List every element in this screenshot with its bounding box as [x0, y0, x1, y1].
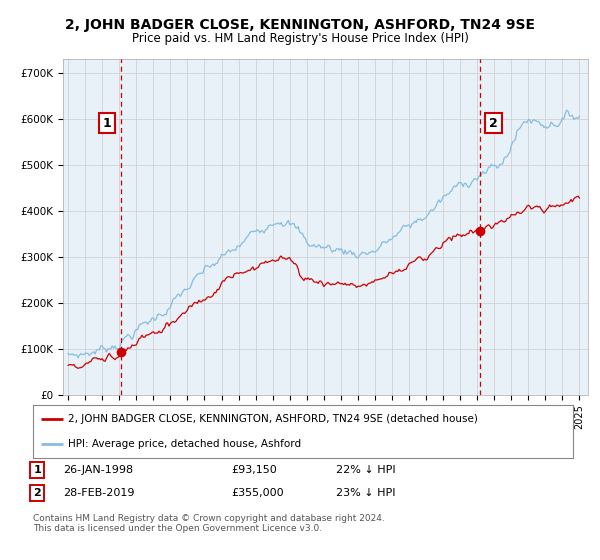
Text: 26-JAN-1998: 26-JAN-1998 [63, 465, 133, 475]
Text: 2: 2 [489, 116, 498, 130]
Text: Price paid vs. HM Land Registry's House Price Index (HPI): Price paid vs. HM Land Registry's House … [131, 32, 469, 45]
Text: £355,000: £355,000 [231, 488, 284, 498]
Text: 23% ↓ HPI: 23% ↓ HPI [336, 488, 395, 498]
Text: 1: 1 [103, 116, 112, 130]
Text: 22% ↓ HPI: 22% ↓ HPI [336, 465, 395, 475]
Text: 2, JOHN BADGER CLOSE, KENNINGTON, ASHFORD, TN24 9SE (detached house): 2, JOHN BADGER CLOSE, KENNINGTON, ASHFOR… [68, 414, 478, 424]
Text: 2: 2 [34, 488, 41, 498]
Text: 2, JOHN BADGER CLOSE, KENNINGTON, ASHFORD, TN24 9SE: 2, JOHN BADGER CLOSE, KENNINGTON, ASHFOR… [65, 18, 535, 32]
Text: 1: 1 [34, 465, 41, 475]
Text: HPI: Average price, detached house, Ashford: HPI: Average price, detached house, Ashf… [68, 438, 301, 449]
Text: 28-FEB-2019: 28-FEB-2019 [63, 488, 134, 498]
Text: £93,150: £93,150 [231, 465, 277, 475]
Text: Contains HM Land Registry data © Crown copyright and database right 2024.
This d: Contains HM Land Registry data © Crown c… [33, 514, 385, 534]
